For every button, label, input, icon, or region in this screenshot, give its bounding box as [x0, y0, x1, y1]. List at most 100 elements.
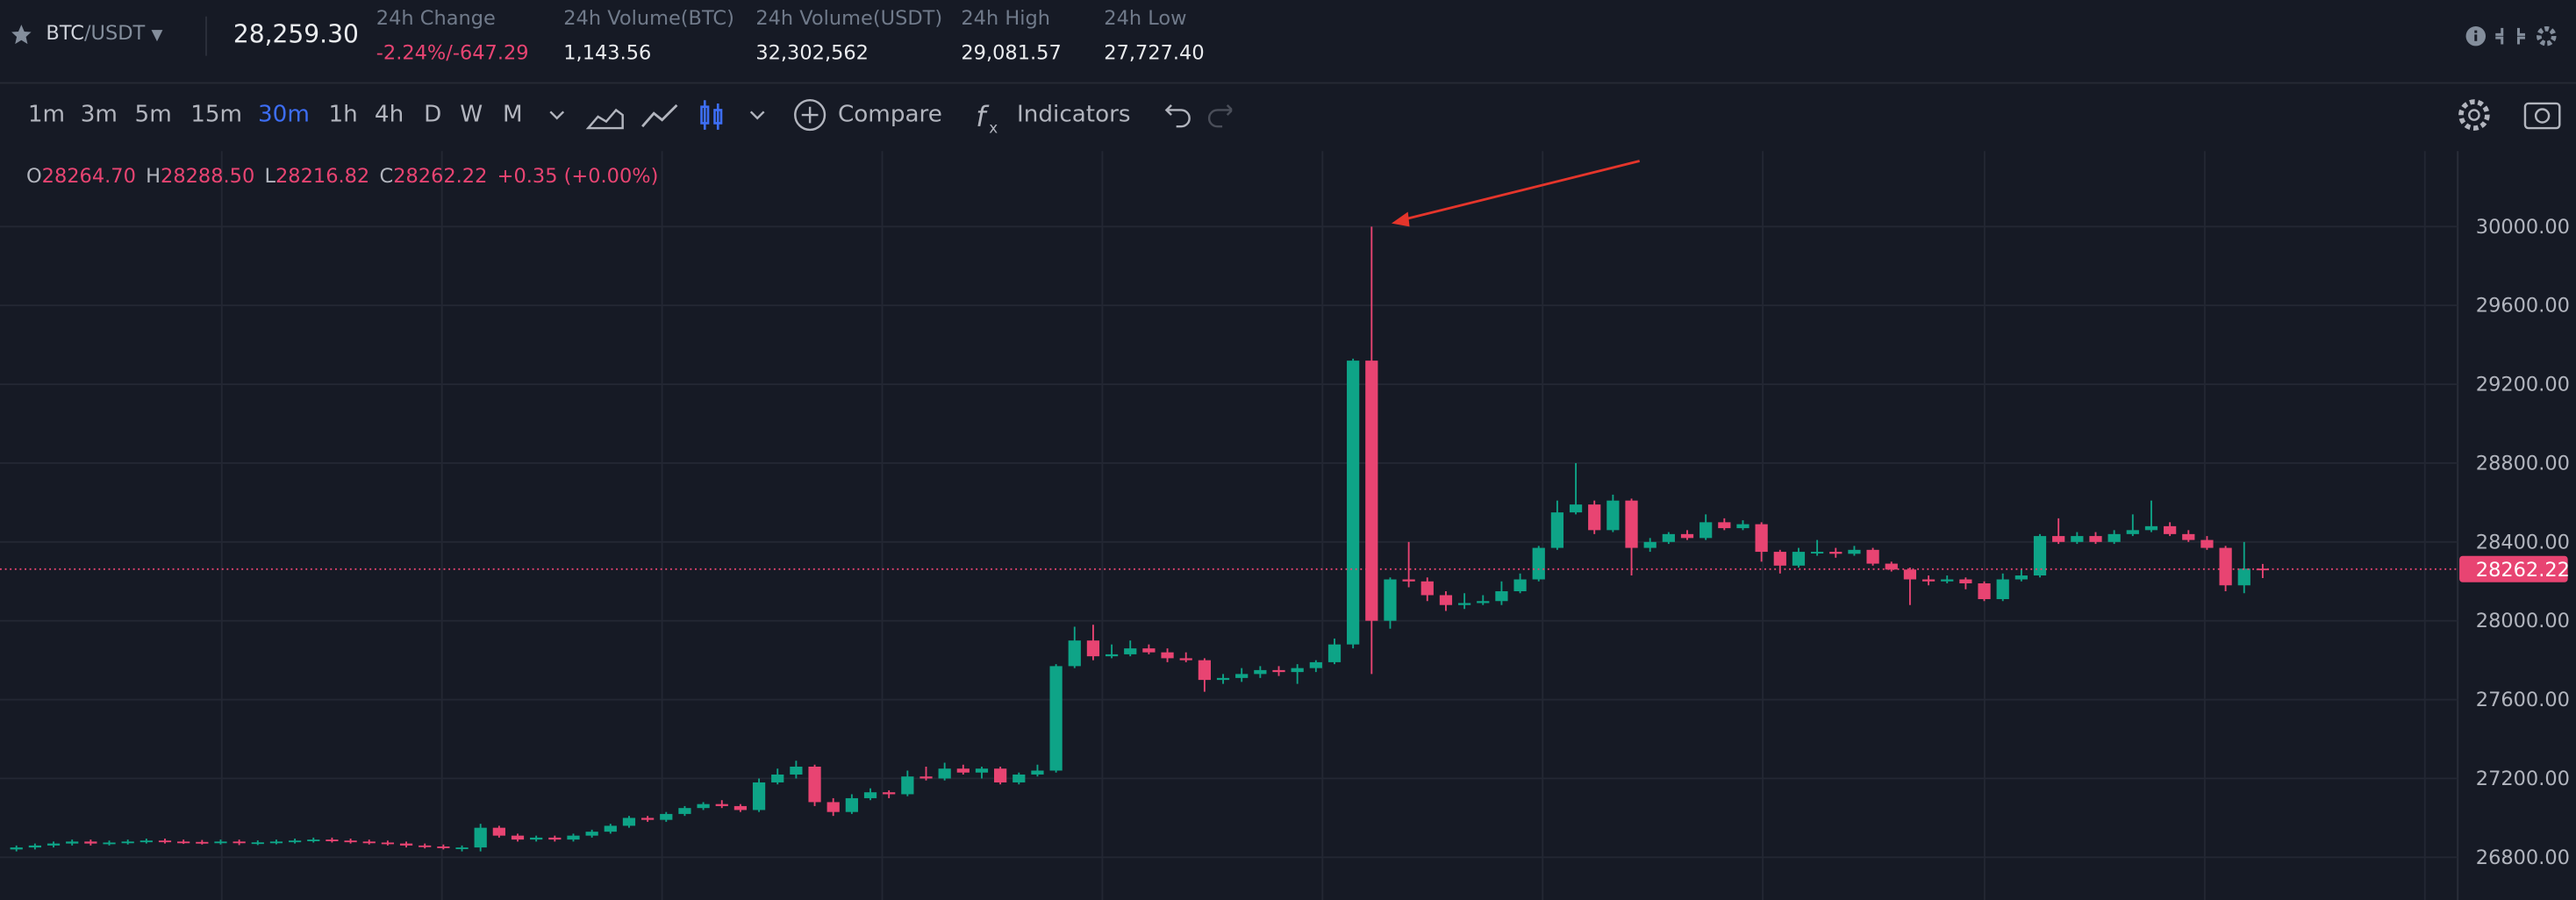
- candle-body: [344, 840, 357, 843]
- interval-button[interactable]: 5m: [134, 102, 172, 129]
- candle-body: [919, 776, 933, 779]
- interval-button[interactable]: D: [424, 102, 442, 129]
- y-tick-label: 26800.00: [2476, 846, 2570, 869]
- candle-body: [1903, 569, 1917, 580]
- compare-button[interactable]: Compare: [837, 102, 942, 129]
- candle-body: [1996, 579, 2009, 599]
- last-price-tag: [2459, 555, 2568, 582]
- candle-body: [2182, 533, 2195, 540]
- symbol[interactable]: BTC/USDT ▼: [46, 21, 163, 45]
- candle-body: [715, 804, 728, 806]
- candle-body: [975, 768, 989, 773]
- interval-button[interactable]: W: [460, 102, 483, 129]
- legend-item: C28262.22: [379, 164, 487, 187]
- candle-body: [1959, 579, 1972, 584]
- settings-icon[interactable]: [2458, 99, 2490, 131]
- legend-key: O: [25, 164, 42, 188]
- undo-icon[interactable]: [1164, 104, 1191, 128]
- candle-body: [622, 818, 636, 826]
- legend-item: H28288.50: [146, 164, 254, 187]
- interval-button[interactable]: 4h: [374, 102, 404, 129]
- stat-label: 24h Change: [376, 6, 496, 30]
- candle-body: [697, 804, 710, 809]
- candle-body: [1216, 677, 1230, 681]
- y-tick-label: 28800.00: [2476, 452, 2570, 475]
- candle-body: [233, 841, 246, 844]
- y-tick-label: 28000.00: [2476, 610, 2570, 632]
- right-tools: [2458, 99, 2561, 131]
- candle-body: [1086, 640, 1100, 657]
- more-caret[interactable]: [549, 111, 565, 120]
- candle-body: [1457, 603, 1471, 605]
- candle-body: [381, 842, 395, 845]
- y-tick-label: 30000.00: [2476, 216, 2570, 239]
- candle-body: [269, 841, 283, 844]
- candle-body: [66, 841, 79, 844]
- candle-body: [641, 818, 655, 820]
- candle-body: [1439, 595, 1453, 605]
- candle-body: [1550, 512, 1564, 548]
- interval-button[interactable]: 1h: [328, 102, 358, 129]
- candle-body: [1495, 591, 1508, 602]
- candle-icon[interactable]: [700, 100, 723, 130]
- candle-body: [121, 841, 134, 844]
- chart-type-caret[interactable]: [749, 111, 765, 120]
- camera-icon[interactable]: [2523, 102, 2561, 130]
- header-icons: [2465, 25, 2557, 46]
- redo-icon[interactable]: [1207, 104, 1233, 128]
- collapse-icon[interactable]: [2495, 27, 2525, 45]
- candle-body: [1384, 579, 1397, 621]
- candle-body: [2033, 536, 2047, 576]
- settings-icon[interactable]: [2537, 25, 2557, 46]
- candle-body: [2107, 533, 2121, 542]
- interval-button[interactable]: 30m: [257, 102, 310, 129]
- candle-body: [1309, 661, 1322, 668]
- area-icon[interactable]: [585, 108, 624, 130]
- candle-body: [214, 841, 227, 844]
- candle-body: [2089, 536, 2102, 542]
- stat-value: 32,302,562: [755, 40, 869, 65]
- candle-body: [808, 766, 821, 803]
- candle-body: [938, 768, 951, 779]
- candle-body: [2052, 536, 2065, 542]
- candle-body: [1792, 552, 1806, 566]
- candle-body: [1161, 652, 1174, 659]
- top-bar: BTC/USDT ▼ 28,259.30 24h Change -2.24%/-6…: [0, 0, 2576, 84]
- compare-icon[interactable]: [794, 99, 826, 132]
- candle-body: [1625, 500, 1638, 548]
- interval-button[interactable]: 1m: [27, 102, 66, 129]
- candle-body: [1978, 583, 1991, 599]
- stat: 24h Volume(BTC) 1,143.56: [563, 6, 734, 64]
- candle-body: [196, 841, 209, 844]
- candle-body: [362, 841, 376, 844]
- candle-body: [1049, 666, 1063, 771]
- candle-body: [28, 845, 41, 848]
- interval-button[interactable]: M: [502, 102, 523, 129]
- candle-body: [1179, 658, 1192, 661]
- candle-body: [604, 825, 617, 832]
- candle-body: [1272, 669, 1285, 673]
- interval-button[interactable]: 15m: [190, 102, 243, 129]
- line-icon[interactable]: [641, 104, 678, 128]
- candle-body: [1105, 654, 1119, 657]
- candle-body: [845, 797, 858, 812]
- candle-body: [1569, 504, 1583, 513]
- candle-body: [752, 782, 766, 811]
- candle-body: [994, 768, 1007, 782]
- candle-body: [2200, 539, 2214, 548]
- candle-body: [1643, 541, 1657, 548]
- indicators-button[interactable]: Indicators: [1017, 102, 1131, 129]
- stat: 24h Volume(USDT) 32,302,562: [755, 6, 942, 64]
- interval-button[interactable]: 3m: [80, 102, 118, 129]
- candle-body: [1866, 549, 1879, 564]
- candle-body: [1365, 361, 1378, 621]
- stat-label: 24h Volume(BTC): [563, 6, 734, 30]
- candle-body: [1402, 579, 1415, 582]
- star-icon[interactable]: [10, 23, 32, 46]
- candle-body: [1198, 660, 1211, 681]
- candle-body: [103, 842, 116, 845]
- fx-icon[interactable]: f: [976, 100, 990, 133]
